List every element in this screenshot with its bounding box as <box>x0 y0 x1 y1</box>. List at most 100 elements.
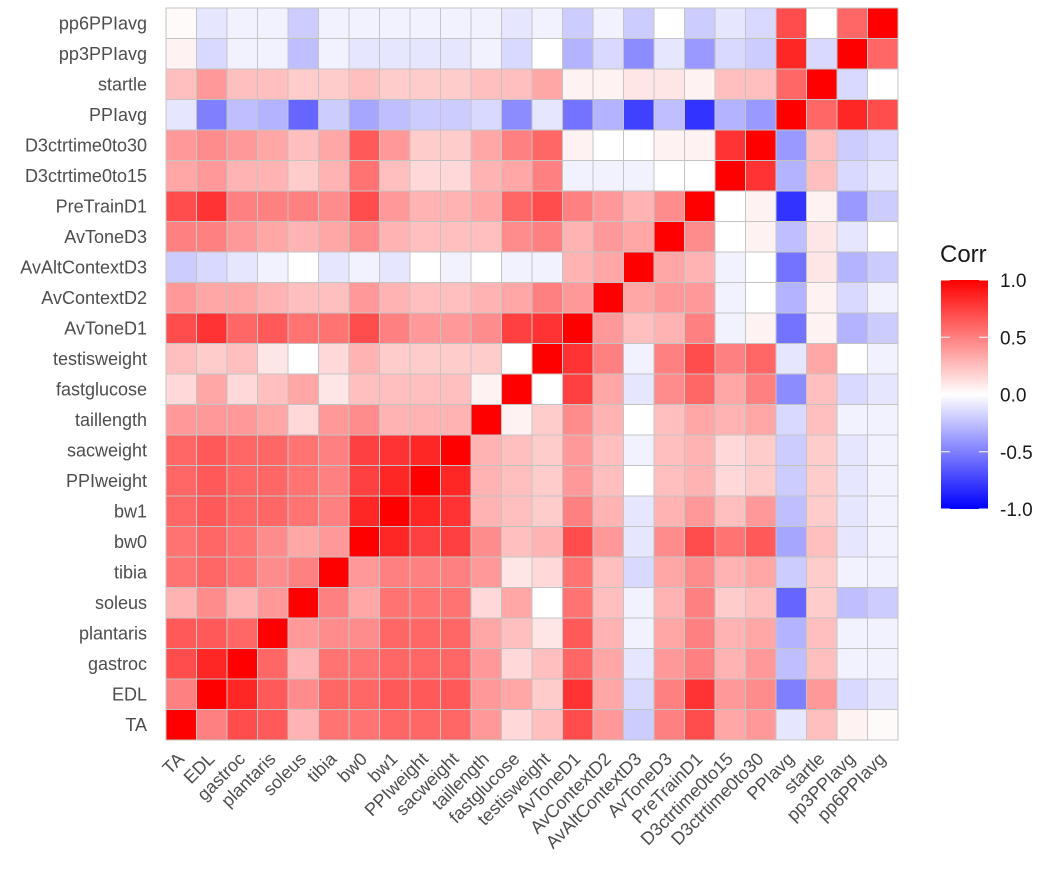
heatmap-cell-AvAltContextD3-AvToneD1 <box>623 312 655 344</box>
heatmap-cell-TA-TA <box>165 709 197 741</box>
heatmap-cell-D3ctrtime0to15-plantaris <box>714 617 746 649</box>
heatmap-cell-AvContextD2-PreTrainD1 <box>592 190 624 222</box>
heatmap-cell-startle-PPIweight <box>806 465 838 497</box>
heatmap-cell-sacweight-bw1 <box>440 495 472 527</box>
heatmap-cell-PreTrainD1-plantaris <box>684 617 716 649</box>
heatmap-cell-AvToneD3-tibia <box>653 556 685 588</box>
heatmap-cell-EDL-AvContextD2 <box>196 282 228 314</box>
heatmap-cell-bw0-PPIavg <box>348 99 380 131</box>
heatmap-cell-pp3PPIavg-TA <box>836 709 868 741</box>
heatmap-cell-taillength-PPIweight <box>470 465 502 497</box>
heatmap-cell-tibia-startle <box>318 68 350 100</box>
heatmap-cell-sacweight-fastglucose <box>440 373 472 405</box>
heatmap-cell-pp6PPIavg-startle <box>867 68 899 100</box>
heatmap-cell-bw1-bw0 <box>379 526 411 558</box>
x-tick-label-bw0: bw0 <box>334 749 371 786</box>
heatmap-cell-startle-D3ctrtime0to15 <box>806 160 838 192</box>
heatmap-cell-AvContextD2-bw1 <box>592 495 624 527</box>
heatmap-cell-D3ctrtime0to15-AvToneD1 <box>714 312 746 344</box>
heatmap-cell-plantaris-fastglucose <box>257 373 289 405</box>
heatmap-cell-PreTrainD1-pp6PPIavg <box>684 7 716 39</box>
heatmap-cell-PPIavg-soleus <box>775 587 807 619</box>
heatmap-cell-bw1-fastglucose <box>379 373 411 405</box>
heatmap-cell-testisweight-TA <box>531 709 563 741</box>
heatmap-cell-PPIavg-PPIweight <box>775 465 807 497</box>
heatmap-cell-D3ctrtime0to15-AvAltContextD3 <box>714 251 746 283</box>
y-tick-label-PPIavg: PPIavg <box>89 105 147 125</box>
heatmap-cell-pp6PPIavg-soleus <box>867 587 899 619</box>
heatmap-cell-pp6PPIavg-bw0 <box>867 526 899 558</box>
heatmap-cell-startle-AvToneD3 <box>806 221 838 253</box>
y-tick-label-plantaris: plantaris <box>79 623 147 643</box>
heatmap-cell-soleus-EDL <box>287 678 319 710</box>
heatmap-cell-soleus-PPIweight <box>287 465 319 497</box>
heatmap-cell-TA-tibia <box>165 556 197 588</box>
heatmap-cell-D3ctrtime0to30-gastroc <box>745 648 777 680</box>
heatmap-cell-gastroc-D3ctrtime0to15 <box>226 160 258 192</box>
heatmap-cell-gastroc-D3ctrtime0to30 <box>226 129 258 161</box>
heatmap-cell-soleus-sacweight <box>287 434 319 466</box>
heatmap-cell-PPIweight-AvToneD3 <box>409 221 441 253</box>
heatmap-cell-D3ctrtime0to30-AvContextD2 <box>745 282 777 314</box>
heatmap-cell-bw1-pp3PPIavg <box>379 38 411 70</box>
heatmap-cell-AvToneD3-D3ctrtime0to15 <box>653 160 685 192</box>
heatmap-cell-AvToneD3-bw1 <box>653 495 685 527</box>
heatmap-cell-testisweight-PPIweight <box>531 465 563 497</box>
heatmap-cell-PPIweight-PPIavg <box>409 99 441 131</box>
heatmap-cell-pp3PPIavg-plantaris <box>836 617 868 649</box>
heatmap-cell-AvAltContextD3-AvToneD3 <box>623 221 655 253</box>
heatmap-cell-PPIweight-soleus <box>409 587 441 619</box>
heatmap-cell-AvToneD1-taillength <box>562 404 594 436</box>
heatmap-cell-D3ctrtime0to15-pp3PPIavg <box>714 38 746 70</box>
heatmap-cell-EDL-AvAltContextD3 <box>196 251 228 283</box>
heatmap-cell-tibia-fastglucose <box>318 373 350 405</box>
heatmap-cell-testisweight-D3ctrtime0to15 <box>531 160 563 192</box>
heatmap-cell-PPIavg-testisweight <box>775 343 807 375</box>
heatmap-cell-testisweight-soleus <box>531 587 563 619</box>
heatmap-cell-PPIavg-AvToneD1 <box>775 312 807 344</box>
heatmap-cell-soleus-fastglucose <box>287 373 319 405</box>
heatmap-cell-D3ctrtime0to30-pp3PPIavg <box>745 38 777 70</box>
heatmap-cell-AvToneD1-pp6PPIavg <box>562 7 594 39</box>
heatmap-cell-D3ctrtime0to15-PreTrainD1 <box>714 190 746 222</box>
heatmap-cell-D3ctrtime0to15-startle <box>714 68 746 100</box>
heatmap-cell-D3ctrtime0to30-AvToneD1 <box>745 312 777 344</box>
heatmap-cell-startle-testisweight <box>806 343 838 375</box>
y-tick-label-fastglucose: fastglucose <box>56 379 147 399</box>
x-tick-label-tibia: tibia <box>303 748 341 786</box>
heatmap-cell-AvToneD3-PreTrainD1 <box>653 190 685 222</box>
heatmap-cell-taillength-AvContextD2 <box>470 282 502 314</box>
heatmap-cell-AvToneD3-gastroc <box>653 648 685 680</box>
heatmap-cell-PPIweight-tibia <box>409 556 441 588</box>
heatmap-cell-bw1-testisweight <box>379 343 411 375</box>
heatmap-cell-PreTrainD1-bw0 <box>684 526 716 558</box>
heatmap-cell-soleus-startle <box>287 68 319 100</box>
heatmap-cell-gastroc-PreTrainD1 <box>226 190 258 222</box>
heatmap-cell-D3ctrtime0to15-bw1 <box>714 495 746 527</box>
heatmap-cell-pp3PPIavg-D3ctrtime0to15 <box>836 160 868 192</box>
heatmap-cell-sacweight-AvToneD3 <box>440 221 472 253</box>
heatmap-cell-fastglucose-pp3PPIavg <box>501 38 533 70</box>
heatmap-cell-startle-taillength <box>806 404 838 436</box>
heatmap-cell-AvToneD1-soleus <box>562 587 594 619</box>
heatmap-cell-sacweight-PPIweight <box>440 465 472 497</box>
heatmap-cell-tibia-PreTrainD1 <box>318 190 350 222</box>
heatmap-cell-sacweight-pp3PPIavg <box>440 38 472 70</box>
heatmap-cell-PreTrainD1-taillength <box>684 404 716 436</box>
heatmap-cell-testisweight-AvToneD1 <box>531 312 563 344</box>
heatmap-cell-gastroc-testisweight <box>226 343 258 375</box>
heatmap-cell-testisweight-AvAltContextD3 <box>531 251 563 283</box>
heatmap-cell-startle-PPIavg <box>806 99 838 131</box>
y-tick-label-PPIweight: PPIweight <box>66 471 147 491</box>
heatmap-cell-AvToneD1-plantaris <box>562 617 594 649</box>
heatmap-cell-AvContextD2-AvToneD3 <box>592 221 624 253</box>
heatmap-cell-bw1-bw1 <box>379 495 411 527</box>
heatmap-cell-plantaris-AvToneD1 <box>257 312 289 344</box>
heatmap-cell-bw0-bw0 <box>348 526 380 558</box>
heatmap-cell-AvToneD3-sacweight <box>653 434 685 466</box>
heatmap-cell-startle-soleus <box>806 587 838 619</box>
heatmap-cell-AvContextD2-tibia <box>592 556 624 588</box>
heatmap-cell-pp6PPIavg-plantaris <box>867 617 899 649</box>
heatmap-cell-fastglucose-testisweight <box>501 343 533 375</box>
heatmap-cell-fastglucose-PPIavg <box>501 99 533 131</box>
